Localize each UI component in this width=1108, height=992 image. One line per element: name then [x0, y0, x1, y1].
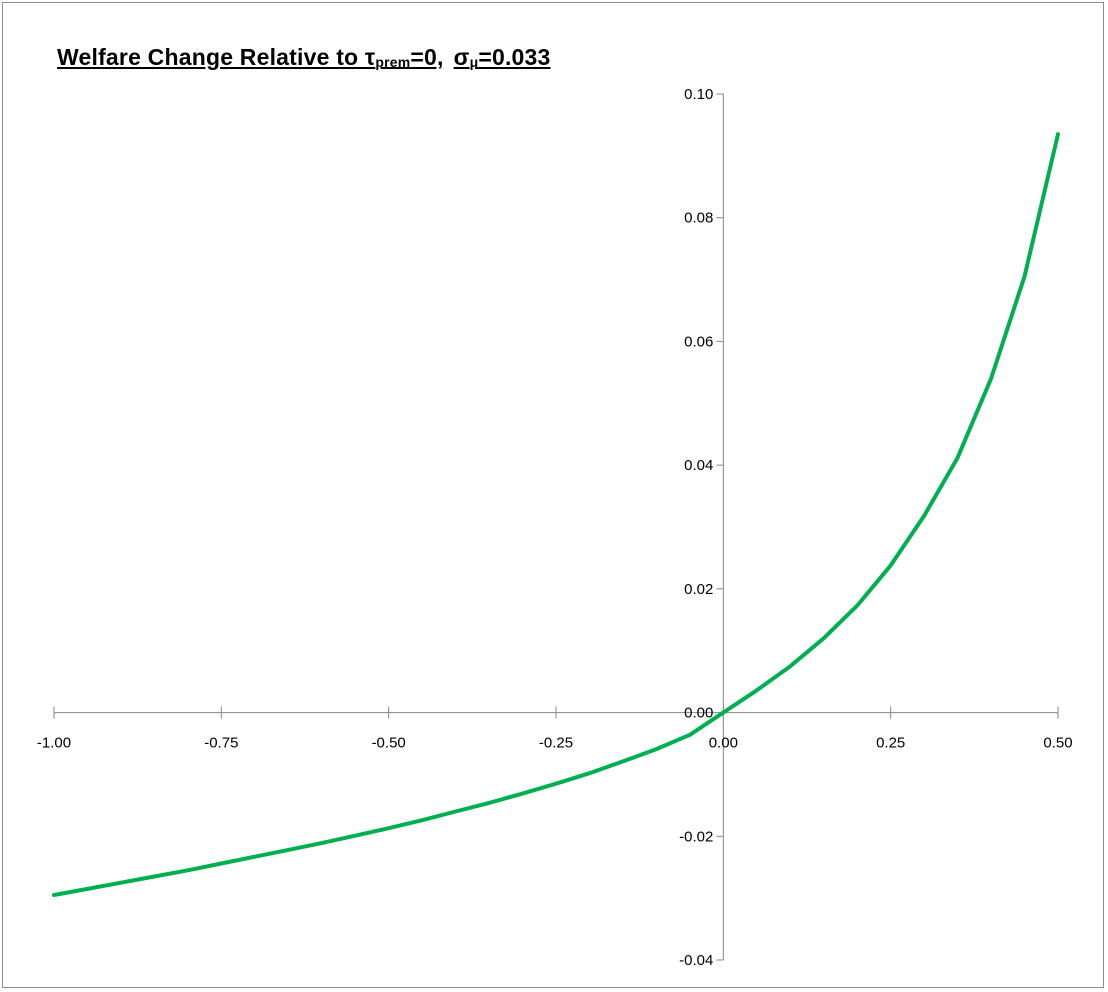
title-mid: =0, [410, 44, 444, 70]
title-sigma: σ [453, 44, 470, 70]
series-line-0 [52, 132, 1060, 897]
x-tick-label: 0.50 [1043, 735, 1072, 752]
x-tick-label: -1.00 [37, 735, 71, 752]
x-tick-label: -0.75 [204, 735, 238, 752]
title-subscript-prem: prem [375, 54, 411, 70]
title-suffix: =0.033 [478, 44, 551, 70]
x-tick-label: 0.25 [876, 735, 905, 752]
x-tick-label: -0.50 [372, 735, 406, 752]
title-subscript-mu: μ [469, 54, 479, 70]
x-tick-label: 0.00 [709, 735, 738, 752]
y-tick-label: 0.04 [684, 457, 713, 474]
y-tick-label: 0.10 [684, 86, 713, 103]
chart-title: Welfare Change Relative to τprem=0, σμ=0.… [57, 44, 551, 71]
x-tick-label: -0.25 [539, 735, 573, 752]
y-tick-label: -0.02 [679, 828, 713, 845]
title-prefix: Welfare Change Relative to τ [57, 44, 376, 70]
y-tick-label: 0.00 [684, 705, 713, 722]
y-tick-label: -0.04 [679, 952, 713, 969]
y-tick-label: 0.08 [684, 210, 713, 227]
y-tick-label: 0.02 [684, 581, 713, 598]
y-tick-label: 0.06 [684, 333, 713, 350]
